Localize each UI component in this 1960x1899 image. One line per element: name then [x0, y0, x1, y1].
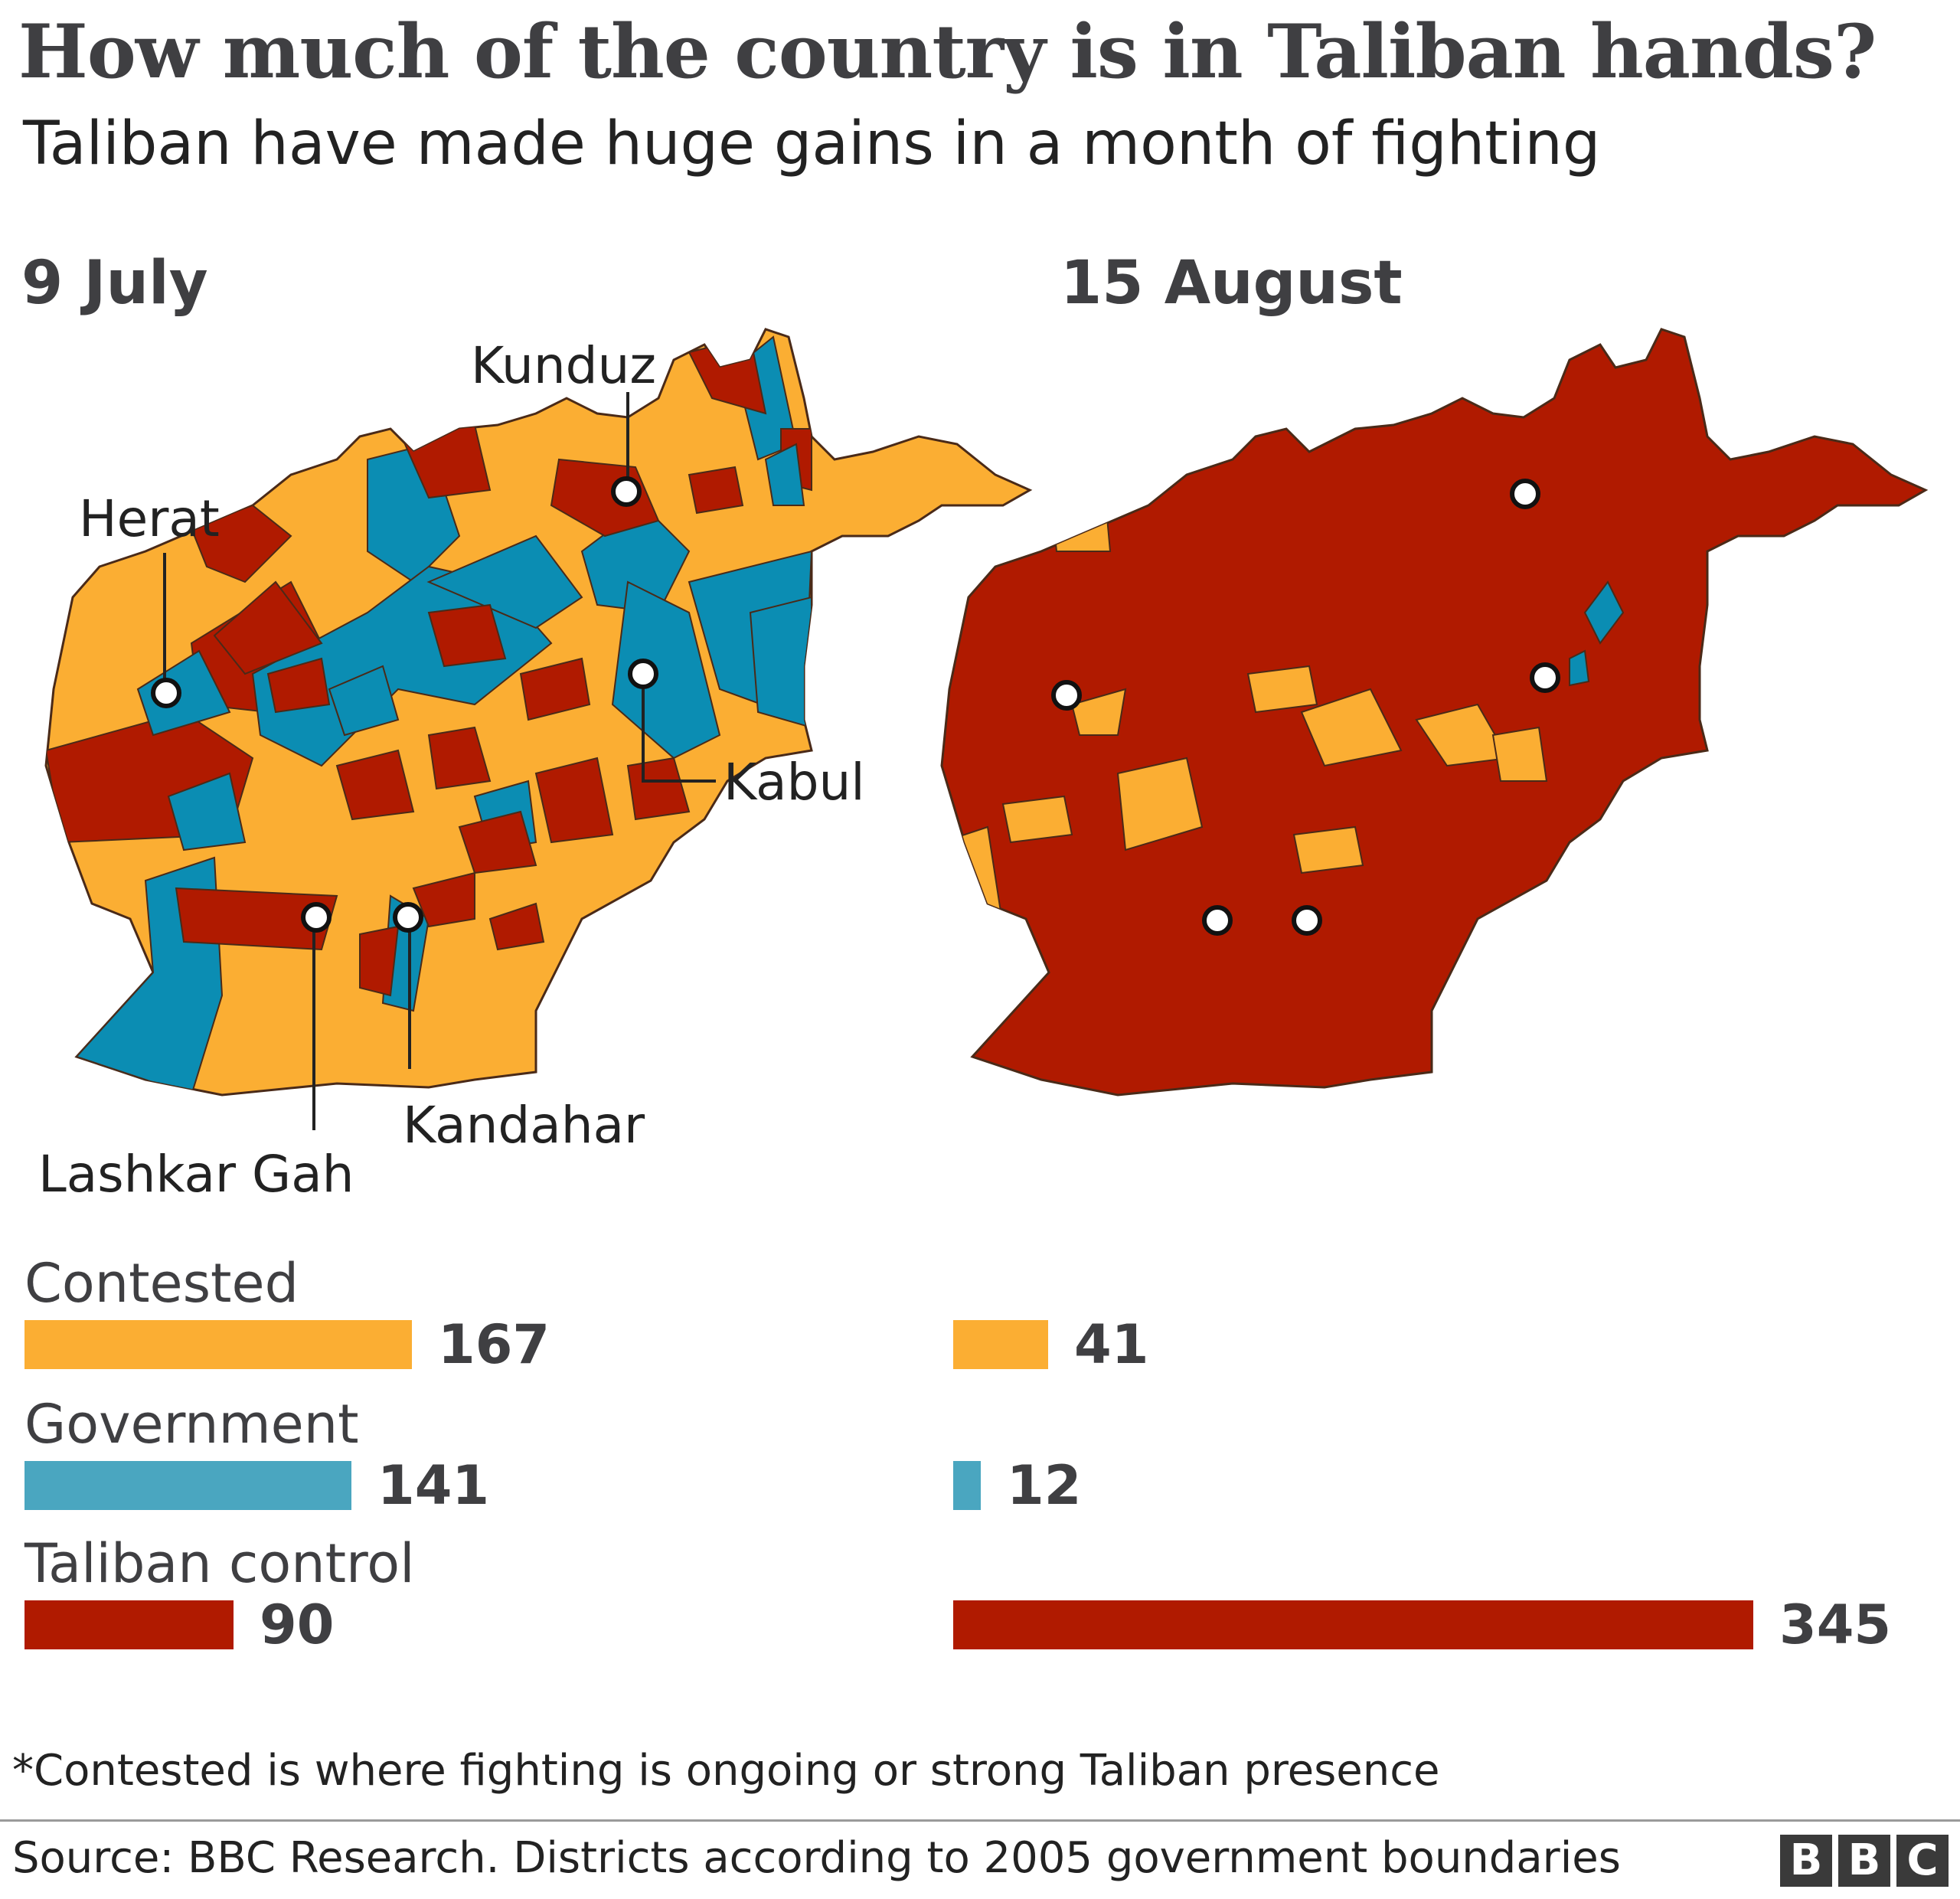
panel-heading-august: 15 August	[1060, 249, 1403, 318]
value-august-government: 12	[1007, 1454, 1082, 1517]
bbc-logo-block: B	[1780, 1835, 1832, 1887]
bbc-logo-block: B	[1838, 1835, 1890, 1887]
region-taliban	[412, 871, 475, 928]
value-july-taliban: 90	[260, 1593, 335, 1656]
region-taliban	[335, 749, 415, 821]
kabul-leader-line	[642, 674, 716, 783]
region-government	[167, 772, 247, 851]
region-government	[1569, 649, 1590, 687]
legend-label-taliban: Taliban control	[24, 1532, 415, 1595]
region-contested	[1300, 688, 1403, 767]
bar-july-government	[24, 1461, 351, 1510]
maps-svg: Kunduz Herat Kabul Lashkar Gah Kandahar	[38, 328, 1929, 1195]
region-contested	[1001, 795, 1073, 844]
herat-marker	[151, 678, 181, 708]
region-contested	[1246, 665, 1318, 714]
region-government	[328, 665, 400, 737]
map-august	[940, 328, 1929, 1097]
bar-august-contested	[953, 1320, 1048, 1369]
region-government	[749, 596, 812, 729]
legend-label-government: Government	[24, 1393, 359, 1456]
region-government	[611, 580, 721, 760]
lashkar-gah-marker	[301, 902, 332, 933]
region-taliban	[266, 657, 331, 714]
region-government	[764, 443, 805, 506]
region-taliban	[519, 657, 591, 721]
chart-subtitle: Taliban have made huge gains in a month …	[23, 109, 1601, 178]
panel-heading-july: 9 July	[21, 249, 208, 318]
map-july-regions	[46, 335, 813, 1095]
region-contested	[1070, 688, 1127, 736]
source-note: Source: BBC Research. Districts accordin…	[12, 1833, 1621, 1883]
kandahar-marker-august	[1292, 905, 1322, 936]
kabul-marker	[628, 659, 658, 689]
bbc-logo-block: C	[1896, 1835, 1949, 1887]
footnote: *Contested is where fighting is ongoing …	[12, 1746, 1440, 1796]
bar-august-government	[953, 1461, 981, 1510]
region-government	[136, 649, 231, 737]
region-taliban	[458, 810, 537, 874]
value-july-contested: 167	[438, 1313, 550, 1376]
bar-july-taliban	[24, 1600, 234, 1649]
legend-label-contested: Contested	[24, 1252, 299, 1315]
city-label-kunduz: Kunduz	[471, 336, 656, 395]
kandahar-marker	[393, 902, 423, 933]
city-label-kabul: Kabul	[724, 753, 865, 812]
chart-title: How much of the country is in Taliban ha…	[18, 8, 1877, 95]
city-labels: Kunduz Herat Kabul Lashkar Gah Kandahar	[38, 336, 865, 1195]
region-taliban	[688, 466, 744, 515]
region-taliban	[359, 925, 400, 997]
city-label-herat: Herat	[79, 489, 220, 548]
map-july	[44, 328, 1033, 1097]
lashkar-gah-marker-august	[1202, 905, 1233, 936]
region-taliban	[427, 726, 492, 790]
bbc-logo: B B C	[1780, 1835, 1949, 1887]
city-label-lashkar-gah: Lashkar Gah	[38, 1145, 354, 1195]
map-august-outline	[940, 328, 1929, 1097]
city-markers	[151, 392, 1560, 1130]
bar-july-contested	[24, 1320, 412, 1369]
value-august-taliban: 345	[1779, 1593, 1892, 1656]
region-government	[1583, 580, 1625, 645]
city-label-kandahar: Kandahar	[403, 1096, 645, 1155]
region-government	[426, 534, 583, 629]
region-taliban	[213, 580, 323, 675]
region-contested	[1508, 963, 1586, 1081]
value-august-contested: 41	[1074, 1313, 1149, 1376]
kabul-marker-august	[1530, 662, 1560, 693]
kunduz-marker-august	[1510, 479, 1540, 509]
region-contested	[1491, 726, 1548, 782]
region-taliban	[534, 757, 614, 844]
herat-marker-august	[1051, 680, 1082, 711]
value-july-government: 141	[377, 1454, 490, 1517]
bar-august-taliban	[953, 1600, 1753, 1649]
footer-divider	[0, 1819, 1960, 1822]
region-taliban	[175, 887, 338, 951]
region-taliban	[427, 603, 507, 668]
kunduz-marker	[611, 476, 642, 507]
region-contested	[1292, 825, 1364, 874]
region-taliban	[488, 902, 545, 951]
region-contested	[1116, 757, 1204, 851]
region-contested	[1047, 466, 1112, 552]
